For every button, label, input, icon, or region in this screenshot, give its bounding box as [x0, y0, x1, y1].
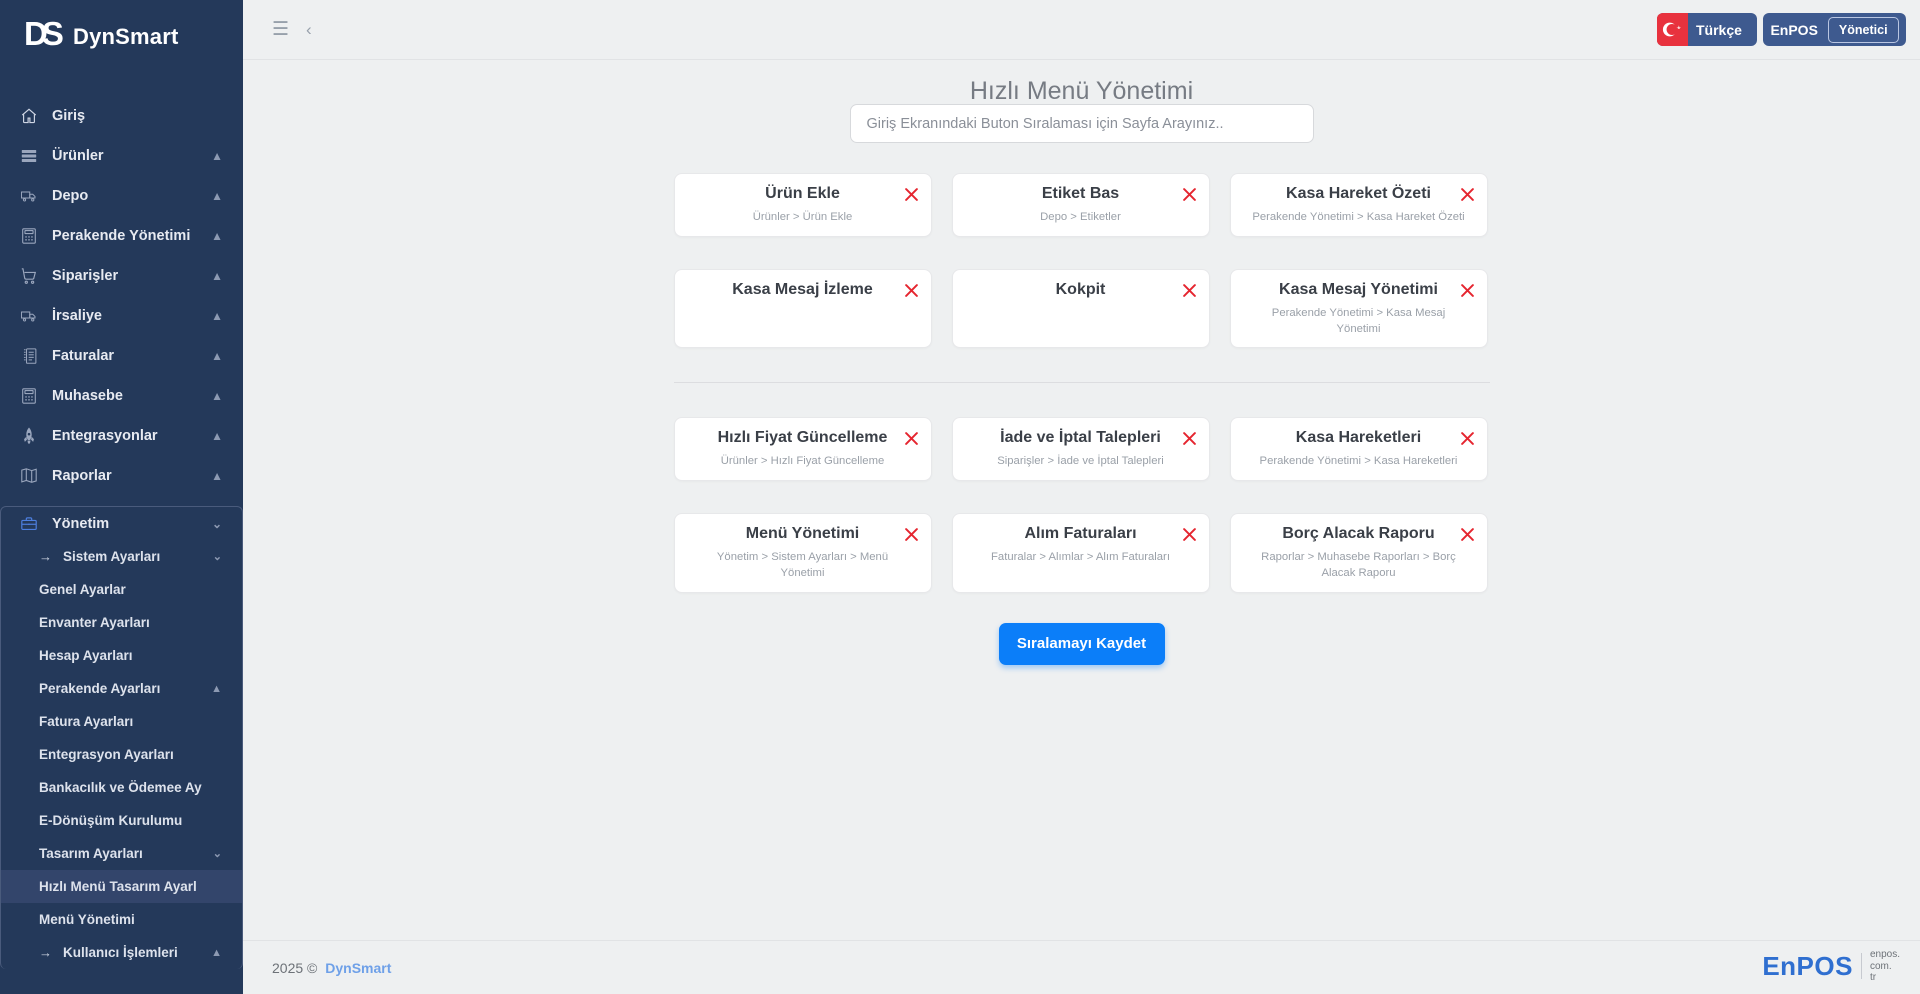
svg-text:DS: DS: [26, 18, 63, 51]
